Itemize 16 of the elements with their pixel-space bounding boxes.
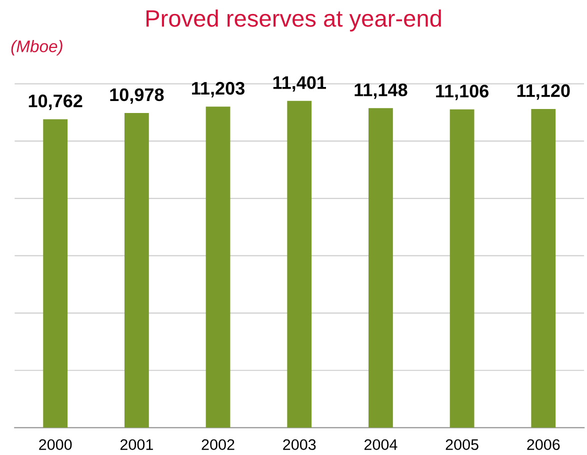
data-label: 10,978 [110, 88, 164, 104]
x-tick-label: 2006 [527, 439, 560, 450]
data-label: 11,120 [517, 84, 570, 100]
x-tick-label: 2002 [202, 439, 234, 450]
x-tick-label: 2001 [120, 439, 153, 450]
x-tick-label: 2004 [364, 439, 398, 450]
data-label: 11,401 [273, 76, 326, 92]
data-label: 11,148 [354, 83, 408, 99]
data-label: 10,762 [28, 94, 82, 110]
data-label: 11,106 [436, 84, 489, 100]
x-tick-label: 2000 [39, 439, 72, 450]
chart-title: Proved reserves at year-end [146, 9, 441, 32]
data-label: 11,203 [192, 82, 244, 98]
x-tick-label: 2003 [283, 439, 316, 450]
y-axis-title: (Mboe) [11, 40, 62, 56]
x-tick-label: 2005 [446, 439, 478, 450]
